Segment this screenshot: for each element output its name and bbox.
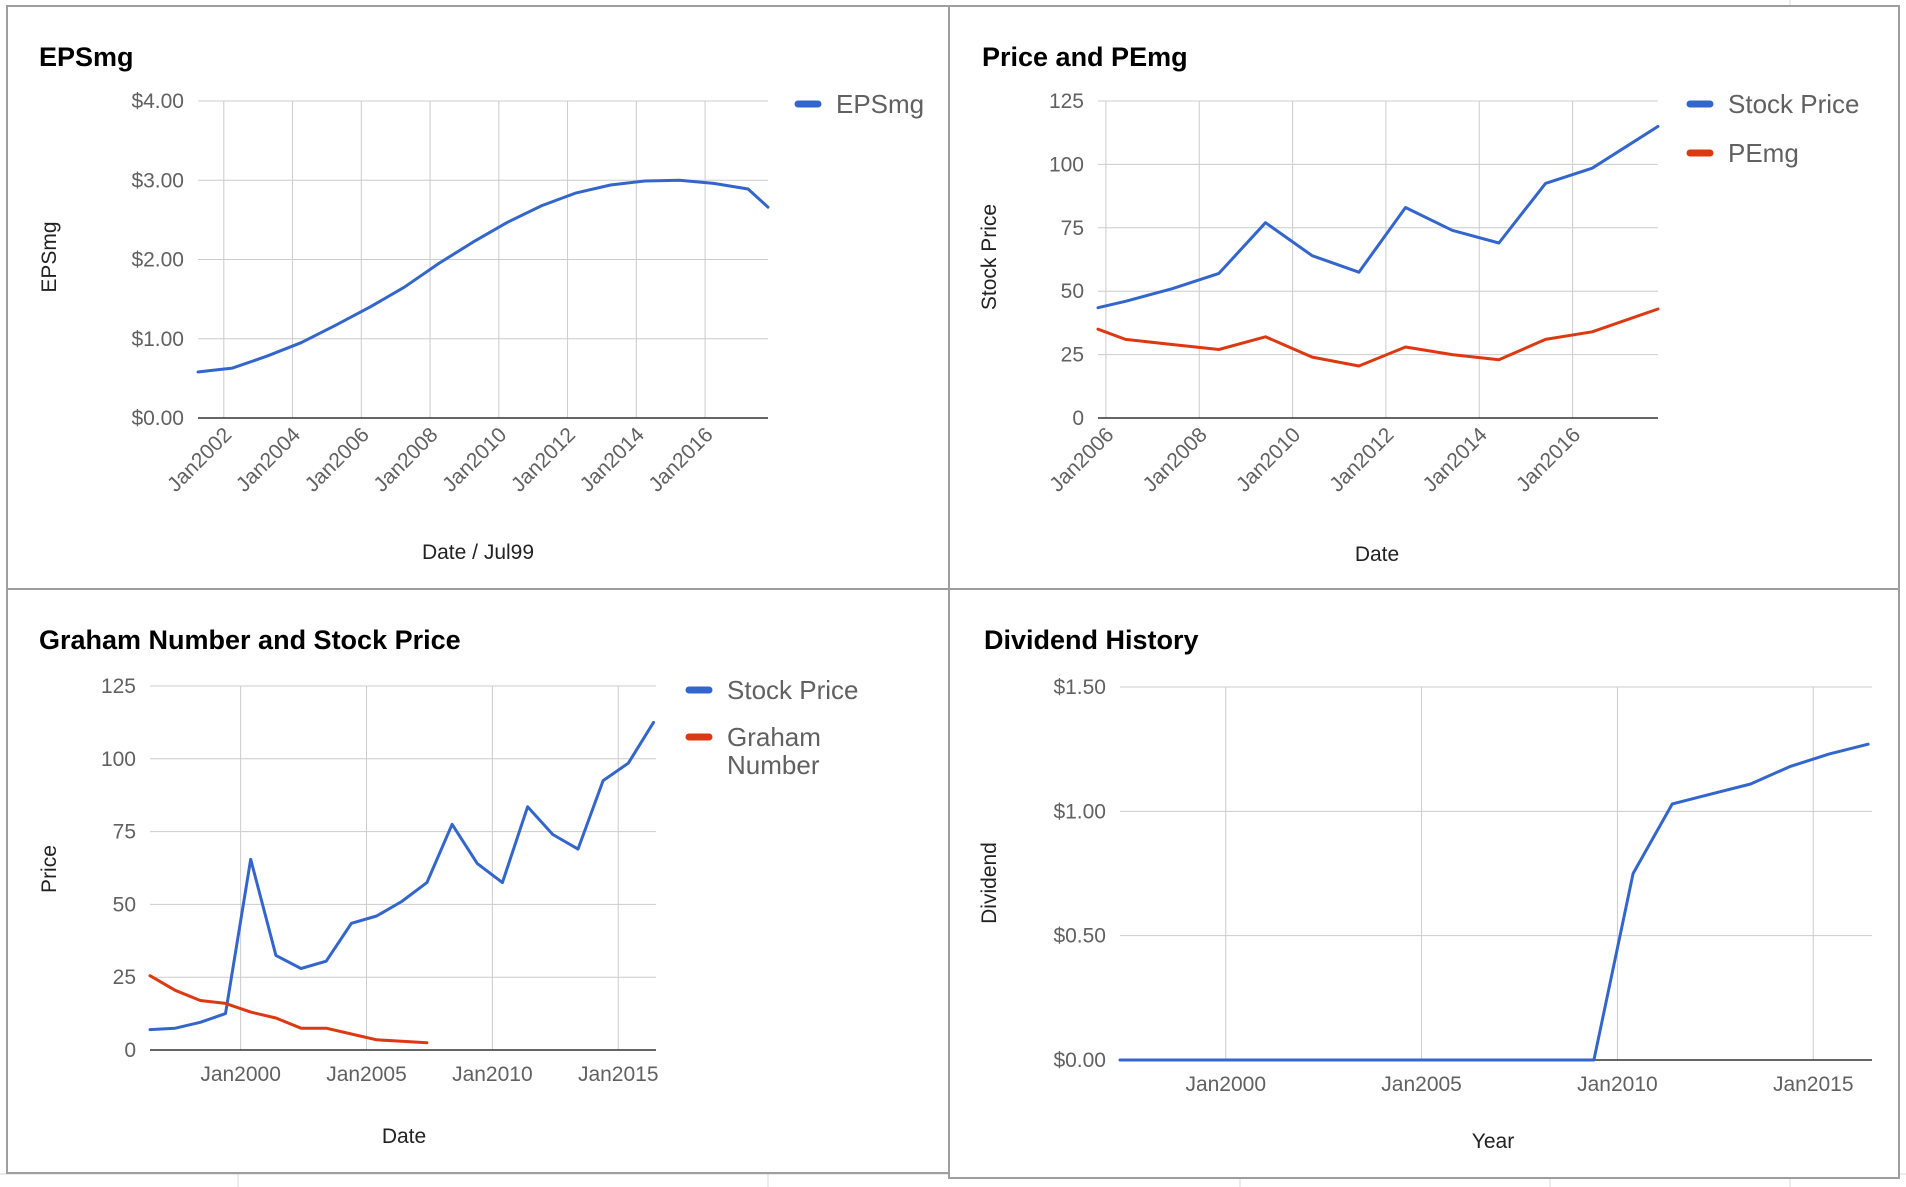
chart-title: Graham Number and Stock Price [39,625,461,655]
y-tick-label: 50 [1061,280,1084,303]
y-axis-title: Dividend [978,842,1001,924]
x-tick-label: Jan2015 [1773,1073,1854,1096]
y-tick-label: $4.00 [131,90,184,113]
x-tick-label: Jan2010 [1232,423,1305,496]
y-tick-label: $1.00 [1053,800,1106,823]
chart-epsmg: EPSmg$0.00$1.00$2.00$3.00$4.00Jan2002Jan… [38,42,924,564]
y-tick-label: 25 [1061,344,1084,367]
x-axis-title: Date [382,1125,426,1148]
chart-panel-price-pemg[interactable]: Price and PEmg 0 25 50 75 100 125 Jan2006 Jan200… [948,5,1900,590]
y-tick-label: 100 [1049,153,1084,176]
y-tick-label: 100 [101,748,136,771]
x-axis-title: Date / Jul99 [422,541,534,564]
series-line-1 [196,178,770,374]
chart-title: Price and PEmg [982,42,1188,72]
series-line-1 [1096,124,1660,310]
x-axis-title: Year [1472,1130,1514,1153]
x-tick-label: Jan2010 [452,1063,533,1086]
y-tick-label: 0 [124,1039,136,1062]
x-tick-label: Jan2014 [1419,423,1492,496]
series-line-1 [148,720,655,1032]
series-line-2 [148,974,429,1045]
y-tick-label: $3.00 [131,169,184,192]
y-tick-label: $0.00 [1053,1049,1106,1072]
x-tick-label: Jan2005 [1381,1073,1462,1096]
x-tick-label: Jan2002 [163,423,236,496]
y-tick-label: $1.50 [1053,676,1106,699]
legend-label: EPSmg [836,89,924,119]
y-axis-title: Price [38,845,61,893]
legend-label: Stock Price [727,675,859,705]
x-tick-label: Jan2005 [326,1063,407,1086]
x-tick-label: Jan2010 [1577,1073,1658,1096]
series-line-1 [1118,742,1870,1062]
chart-title: Dividend History [984,625,1199,655]
x-tick-label: Jan2006 [1045,423,1118,496]
chart-graham-number: Graham Number and Stock Price 0 25 50 75 100 1… [38,625,859,1148]
x-tick-label: Jan2016 [1512,423,1585,496]
x-axis-title: Date [1355,543,1399,566]
chart-dividend-history: Dividend History $0.00 $0.50 $1.00 $1.50 Jan2… [978,625,1872,1153]
y-tick-label: 125 [101,675,136,698]
y-tick-label: $2.00 [131,249,184,272]
y-tick-label: $0.50 [1053,925,1106,948]
y-tick-label: 25 [113,966,136,989]
chart-title: EPSmg [39,42,134,72]
x-tick-label: Jan2008 [369,423,442,496]
x-tick-label: Jan2010 [438,423,511,496]
chart-panel-epsmg[interactable]: EPSmg $0.00 $1.00 $2.00 $3.00 $4.00 Jan2002 Jan… [6,5,950,590]
legend-label: PEmg [1728,138,1799,168]
x-tick-label: Jan2000 [200,1063,281,1086]
chart-panel-graham[interactable]: Graham Number and Stock Price 0 25 50 75 100 1… [6,588,950,1174]
x-tick-label: Jan2016 [644,423,717,496]
x-tick-label: Jan2006 [301,423,374,496]
y-axis-title: EPSmg [38,221,61,292]
y-tick-label: $1.00 [131,328,184,351]
x-tick-label: Jan2012 [507,423,580,496]
x-tick-label: Jan2008 [1139,423,1212,496]
y-tick-label: $0.00 [131,407,184,430]
x-tick-label: Jan2000 [1185,1073,1266,1096]
x-tick-label: Jan2014 [576,423,649,496]
y-tick-label: 0 [1072,407,1084,430]
y-tick-label: 125 [1049,90,1084,113]
x-tick-label: Jan2015 [578,1063,659,1086]
x-tick-label: Jan2004 [232,423,305,496]
x-tick-label: Jan2012 [1325,423,1398,496]
legend-label: Graham Number [727,722,821,780]
y-tick-label: 75 [1061,217,1084,240]
chart-price-pemg: Price and PEmg 0 25 50 75 100 125 Jan2006 Jan200… [978,42,1860,566]
series-line-2 [1096,307,1660,368]
y-tick-label: 75 [113,821,136,844]
chart-panel-dividend[interactable]: Dividend History $0.00 $0.50 $1.00 $1.50 Jan2… [948,588,1900,1179]
legend-label: Stock Price [1728,89,1860,119]
y-axis-title: Stock Price [978,204,1001,310]
y-tick-label: 50 [113,893,136,916]
